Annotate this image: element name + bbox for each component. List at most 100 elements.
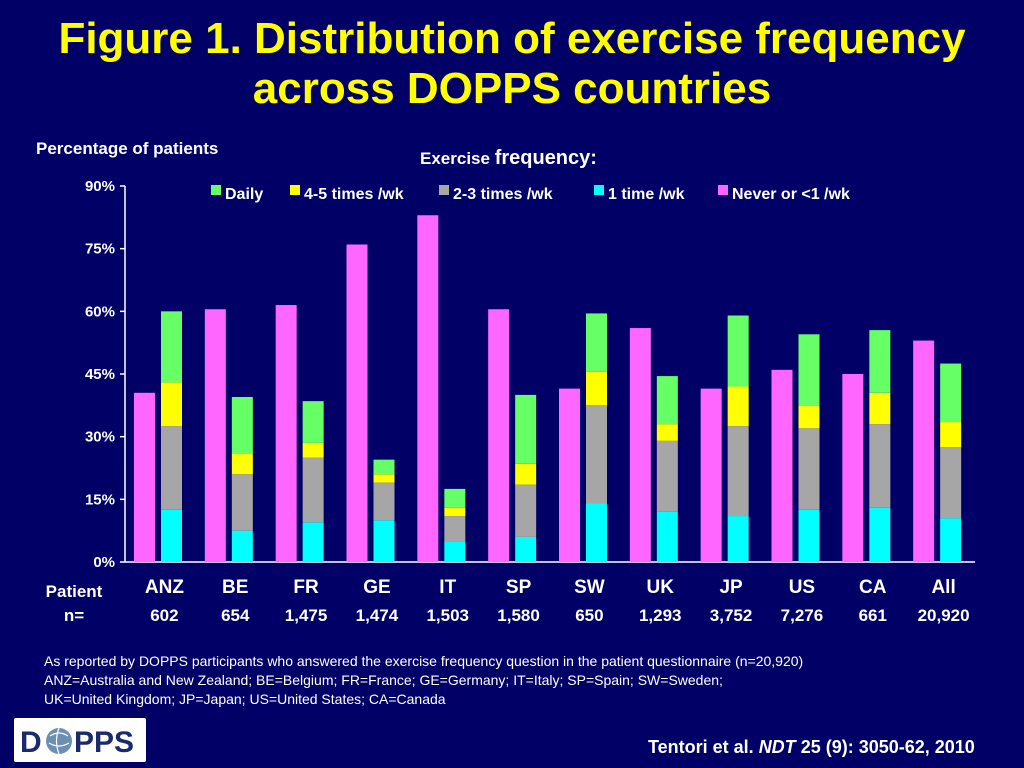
legend-label: 4-5 times /wk — [304, 186, 404, 203]
x-tick-label: CA — [859, 577, 887, 598]
patient-n-label: 1,474 — [356, 606, 399, 625]
bar-segment — [161, 311, 182, 383]
bar-segment — [515, 394, 537, 464]
patient-n-label: 650 — [575, 606, 603, 625]
globe-icon — [46, 728, 72, 754]
x-tick-label: SP — [506, 577, 532, 598]
bar-segment — [444, 541, 466, 562]
bar-segment — [231, 474, 253, 531]
bar-never — [346, 244, 368, 562]
bar-segment — [798, 509, 820, 562]
bar-never — [488, 309, 510, 562]
x-tick-label: GE — [363, 577, 390, 598]
x-tick-label: ANZ — [145, 577, 184, 598]
bar-segment — [586, 313, 607, 372]
bar-segment — [161, 382, 182, 427]
patient-n-label: 602 — [150, 606, 178, 625]
y-tick-label: 75% — [85, 241, 115, 258]
legend-swatch — [594, 185, 604, 195]
patient-n-label: 3,752 — [710, 606, 753, 625]
bar-segment — [586, 503, 607, 562]
bar-segment — [656, 440, 678, 512]
title-line-1: Figure 1. Distribution of exercise frequ… — [58, 14, 966, 63]
patient-n-label: 1,503 — [426, 606, 469, 625]
bar-segment — [869, 330, 891, 393]
bar-segment — [231, 530, 253, 562]
bar-segment — [940, 422, 962, 448]
y-axis-label: Percentage of patients — [36, 139, 218, 158]
bar-segment — [940, 518, 962, 562]
legend-title: Exercise frequency: — [420, 147, 597, 169]
legend-title-part-2: frequency: — [495, 147, 597, 169]
bar-segment — [798, 334, 820, 406]
dopps-logo: D PPS — [14, 718, 146, 762]
patient-n-label: 1,475 — [285, 606, 328, 625]
dopps-logo-graphic: D PPS — [20, 726, 134, 759]
citation-journal: NDT — [758, 737, 796, 757]
bar-segment — [373, 482, 395, 521]
bar-segment — [727, 315, 749, 387]
bar-never — [417, 215, 439, 562]
patient-n-label: 7,276 — [781, 606, 824, 625]
logo-text-left: D — [20, 726, 42, 759]
bar-segment — [940, 363, 962, 423]
legend-swatch — [718, 185, 728, 195]
y-tick-label: 90% — [85, 178, 115, 195]
footnote-line-2: ANZ=Australia and New Zealand; BE=Belgiu… — [44, 672, 723, 688]
patient-n-label: 654 — [221, 606, 250, 625]
bar-never — [559, 388, 580, 562]
bar-segment — [444, 507, 466, 517]
bar-segment — [656, 511, 678, 562]
bar-never — [771, 369, 793, 562]
bar-never — [913, 340, 935, 562]
legend-swatch — [290, 185, 300, 195]
legend-label: Never or <1 /wk — [732, 186, 850, 203]
bar-segment — [727, 516, 749, 562]
citation: Tentori et al. NDT 25 (9): 3050-62, 2010 — [648, 737, 975, 758]
bar-segment — [940, 447, 962, 519]
bar-segment — [515, 536, 537, 562]
x-tick-label: FR — [293, 577, 319, 598]
legend-title-part-1: Exercise — [420, 149, 495, 168]
bar-segment — [798, 428, 820, 510]
bar-segment — [373, 459, 395, 475]
logo-text-right: PPS — [74, 726, 134, 759]
bar-segment — [869, 424, 891, 508]
x-tick-label: IT — [439, 577, 456, 598]
y-tick-label: 0% — [93, 554, 115, 571]
bar-segment — [869, 507, 891, 562]
bar-segment — [586, 405, 607, 504]
bar-segment — [231, 453, 253, 475]
bar-never — [204, 309, 226, 562]
bar-segment — [444, 516, 466, 542]
patient-n-label: 1,293 — [639, 606, 682, 625]
legend-swatch — [211, 185, 221, 195]
bar-segment — [302, 457, 324, 523]
x-tick-label: JP — [719, 577, 743, 598]
bar-segment — [373, 520, 395, 562]
citation-suffix: 25 (9): 3050-62, 2010 — [795, 737, 975, 757]
bar-segment — [586, 371, 607, 406]
title-line-2: across DOPPS countries — [252, 64, 772, 113]
x-tick-label: BE — [222, 577, 248, 598]
bar-segment — [727, 386, 749, 427]
x-tick-label: All — [931, 577, 955, 598]
patient-n-label: 661 — [859, 606, 887, 625]
patient-n-label: 1,580 — [497, 606, 540, 625]
bar-segment — [656, 424, 678, 441]
legend-swatch — [439, 185, 449, 195]
bar-never — [700, 388, 722, 562]
bar-segment — [302, 401, 324, 443]
bar-never — [275, 305, 297, 562]
bar-segment — [656, 376, 678, 425]
bar-segment — [302, 522, 324, 562]
footnote-line-3: UK=United Kingdom; JP=Japan; US=United S… — [44, 691, 446, 707]
bar-never — [842, 374, 864, 562]
x-tick-label: UK — [647, 577, 675, 598]
y-tick-label: 60% — [85, 303, 115, 320]
patient-label-2: n= — [64, 606, 84, 625]
legend-label: 1 time /wk — [608, 186, 685, 203]
bar-segment — [727, 426, 749, 517]
bar-segment — [302, 442, 324, 458]
